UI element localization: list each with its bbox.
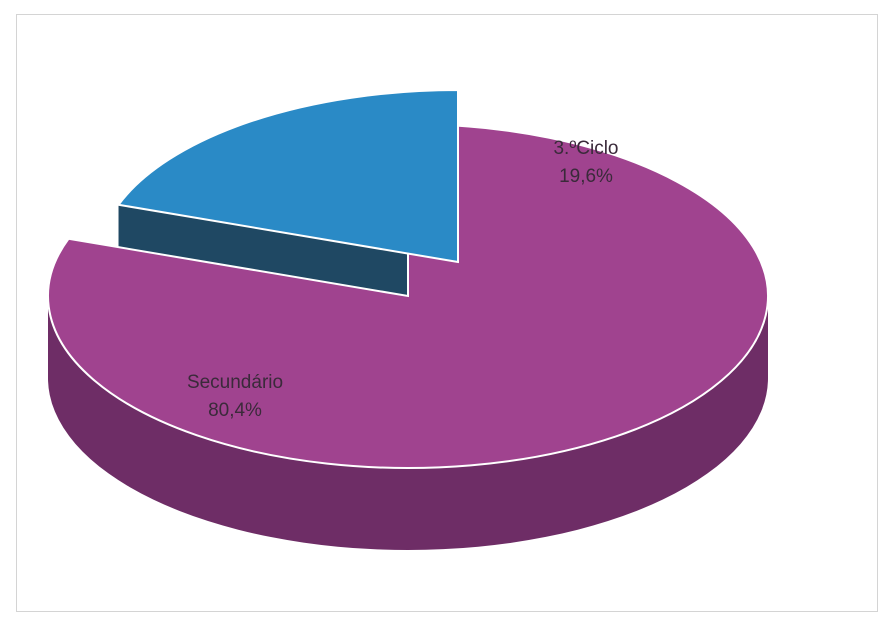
pie-slice-1 xyxy=(116,88,459,264)
slice-label-3-ciclo: 3.ºCiclo xyxy=(553,138,618,159)
slice-side-0-0 xyxy=(48,296,768,550)
slice-value-secundario: 80,4% xyxy=(208,400,262,421)
slice-value-3-ciclo: 19,6% xyxy=(559,166,613,187)
pie-slice-0 xyxy=(47,122,769,469)
slice-label-secundario: Secundário xyxy=(187,372,283,393)
